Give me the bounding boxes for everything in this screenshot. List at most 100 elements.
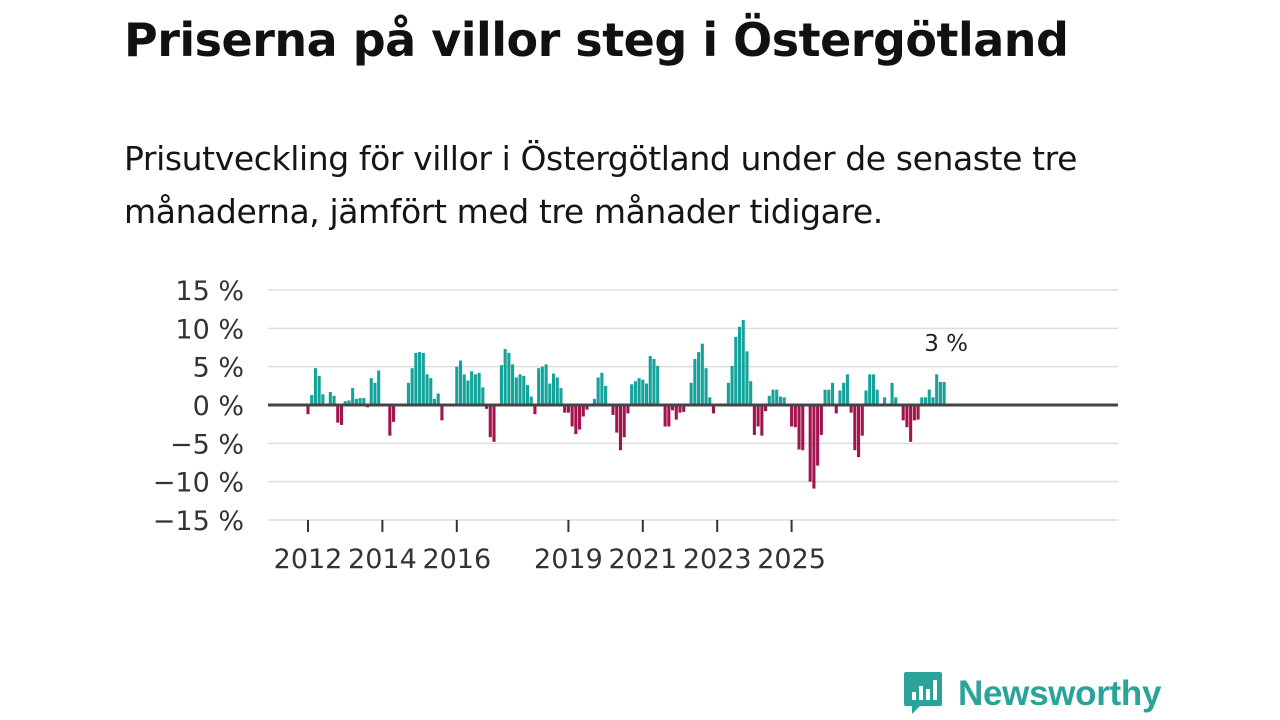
bar [708, 397, 712, 405]
bar [630, 384, 634, 405]
chart-title: Priserna på villor steg i Östergötland [124, 13, 1069, 67]
bar [574, 405, 578, 435]
bar [671, 405, 675, 411]
bar [823, 389, 827, 405]
bar [514, 377, 518, 405]
bar [592, 398, 596, 405]
bar [842, 382, 846, 405]
x-tick-label: 2016 [422, 544, 491, 575]
bar [778, 396, 782, 405]
bar [343, 401, 347, 405]
bar [321, 394, 325, 405]
bar [920, 397, 924, 405]
bar [618, 405, 623, 451]
bar [760, 405, 764, 436]
y-tick-label: 5 % [193, 353, 244, 384]
bar [663, 405, 667, 427]
bar [570, 405, 574, 427]
bar [313, 368, 317, 405]
bar [782, 397, 786, 405]
bar [511, 364, 515, 405]
newsworthy-logo-icon [904, 672, 942, 714]
y-tick-label: 10 % [175, 314, 244, 345]
bar [410, 368, 414, 405]
bar [827, 389, 831, 405]
bar [700, 343, 704, 405]
bar [537, 368, 541, 405]
bar [909, 405, 913, 442]
bar [392, 405, 396, 422]
bar [626, 405, 630, 414]
bar [849, 405, 853, 413]
bar [440, 405, 444, 421]
bar [328, 391, 332, 405]
y-tick-label: −10 % [153, 468, 244, 499]
bar [756, 405, 760, 427]
bar [600, 372, 604, 405]
bar [927, 389, 931, 405]
bar [596, 377, 600, 405]
bar [834, 405, 838, 414]
bar [737, 326, 742, 405]
bar [488, 405, 492, 438]
bar [923, 397, 928, 405]
bar [864, 390, 868, 405]
bar [674, 405, 678, 420]
bar [336, 405, 340, 423]
bar [905, 405, 909, 428]
bar [938, 382, 942, 405]
brand-name: Newsworthy [958, 674, 1162, 713]
bar [726, 382, 730, 405]
y-tick-label: 0 % [193, 391, 244, 422]
bar [563, 405, 567, 413]
bar [830, 382, 835, 405]
bar [555, 377, 559, 405]
bar [533, 405, 537, 415]
bar [682, 405, 686, 412]
bar [499, 365, 503, 405]
bar [711, 405, 716, 414]
bar [615, 405, 619, 433]
bar [492, 405, 496, 442]
bar [935, 374, 939, 405]
bar [767, 395, 771, 405]
bar [704, 368, 708, 405]
bar [764, 405, 768, 412]
bar [559, 388, 563, 405]
bar [741, 319, 745, 405]
bar [507, 352, 511, 405]
bar [425, 374, 429, 405]
bar [678, 405, 682, 413]
bar [529, 396, 533, 405]
bar [418, 352, 422, 405]
bar [790, 405, 794, 427]
x-tick-label: 2021 [608, 544, 677, 575]
bar [637, 378, 641, 405]
x-tick-label: 2012 [274, 544, 343, 575]
bar [503, 349, 507, 405]
x-tick-label: 2014 [348, 544, 417, 575]
bar [775, 389, 779, 405]
bar [351, 388, 355, 405]
bar [853, 405, 857, 451]
bar [868, 374, 872, 405]
newsworthy-logo: Newsworthy [902, 670, 1161, 718]
bar [473, 374, 477, 405]
bar [339, 405, 344, 425]
bar [860, 405, 864, 436]
bar [540, 366, 544, 405]
bar [317, 375, 321, 405]
bar [622, 405, 626, 438]
bar [771, 389, 775, 405]
bar [644, 383, 649, 405]
bar [522, 375, 526, 405]
bar [857, 405, 861, 458]
bar [633, 381, 637, 405]
bar [462, 374, 466, 405]
bar [388, 405, 392, 436]
bar [548, 383, 552, 405]
bar [406, 382, 410, 405]
bar [310, 395, 314, 405]
bar [354, 398, 358, 405]
bar [306, 405, 310, 415]
